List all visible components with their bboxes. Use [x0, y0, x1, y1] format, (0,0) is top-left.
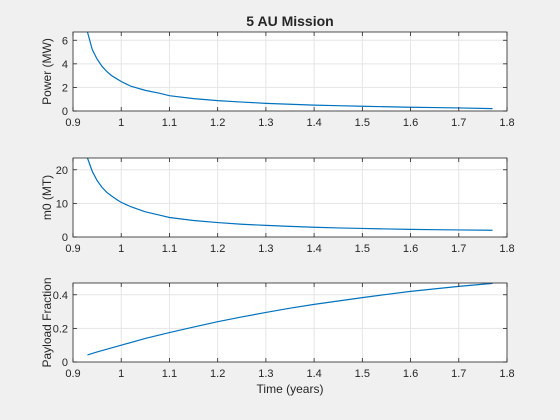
x-tick-label: 1.5: [355, 243, 370, 255]
x-tick-label: 0.9: [65, 368, 80, 380]
y-tick-label: 6: [62, 35, 68, 47]
x-tick-label: 1.3: [258, 117, 273, 129]
series-line: [86, 157, 493, 231]
x-axis-label: Time (years): [257, 382, 324, 396]
x-tick-label: 1.6: [403, 117, 418, 129]
x-tick-label: 1.2: [210, 368, 225, 380]
x-tick-label: 1.6: [403, 368, 418, 380]
x-tick-label: 1.4: [306, 117, 321, 129]
x-tick-label: 1.7: [451, 117, 466, 129]
plot-area: [73, 283, 507, 362]
x-tick-label: 1.5: [355, 117, 370, 129]
x-tick-label: 1.7: [451, 368, 466, 380]
y-tick-label: 4: [62, 59, 68, 71]
x-tick-label: 1.1: [162, 117, 177, 129]
y-tick-label: 10: [56, 198, 68, 210]
plot-area: [73, 32, 507, 111]
y-axis-label: Power (MW): [40, 38, 54, 105]
x-tick-label: 1.5: [355, 368, 370, 380]
axes-1: 0.9 1 1.1 1.2 1.3 1.4 1.5 1.6 1.7 1.8 0 2 4 6 Power (M…: [40, 31, 515, 129]
figure-title: 5 AU Mission: [246, 13, 333, 29]
x-tick-label: 1: [118, 243, 124, 255]
y-tick-label: 0: [62, 232, 68, 244]
axes-box: [72, 282, 508, 363]
y-tick-label: 0.2: [53, 323, 68, 335]
plot-area: [73, 158, 507, 237]
x-tick-label: 1.1: [162, 368, 177, 380]
y-tick-label: 20: [56, 165, 68, 177]
axes-3: 0.9 1 1.1 1.2 1.3 1.4 1.5 1.6 1.7 1.8 0 0.2 0.4Paylo…: [40, 277, 515, 396]
x-tick-label: 1.4: [306, 368, 321, 380]
y-axis-label: m0 (MT): [40, 175, 54, 220]
x-tick-label: 1: [118, 368, 124, 380]
y-tick-label: 2: [62, 82, 68, 94]
y-tick-label: 0: [62, 357, 68, 369]
x-tick-label: 1.6: [403, 243, 418, 255]
x-tick-label: 1.2: [210, 243, 225, 255]
axes-layer: 0.9 1 1.1 1.2 1.3 1.4 1.5 1.6 1.7 1.8 0 2 4 6 Power (M…: [40, 31, 515, 396]
axes-box: [72, 31, 508, 112]
series-line: [86, 31, 493, 110]
x-tick-label: 1.8: [499, 368, 514, 380]
x-tick-label: 1.8: [499, 243, 514, 255]
series-line: [87, 282, 493, 356]
x-tick-label: 1.3: [258, 368, 273, 380]
y-tick-label: 0.4: [53, 290, 68, 302]
x-tick-label: 0.9: [65, 117, 80, 129]
x-tick-label: 1.4: [306, 243, 321, 255]
axes-box: [72, 157, 508, 238]
x-tick-label: 1.7: [451, 243, 466, 255]
x-tick-label: 0.9: [65, 243, 80, 255]
x-tick-label: 1.2: [210, 117, 225, 129]
y-axis-label: Payload Fraction: [40, 277, 54, 367]
x-tick-label: 1.8: [499, 117, 514, 129]
x-tick-label: 1.3: [258, 243, 273, 255]
y-tick-label: 0: [62, 106, 68, 118]
x-tick-label: 1: [118, 117, 124, 129]
x-tick-label: 1.1: [162, 243, 177, 255]
